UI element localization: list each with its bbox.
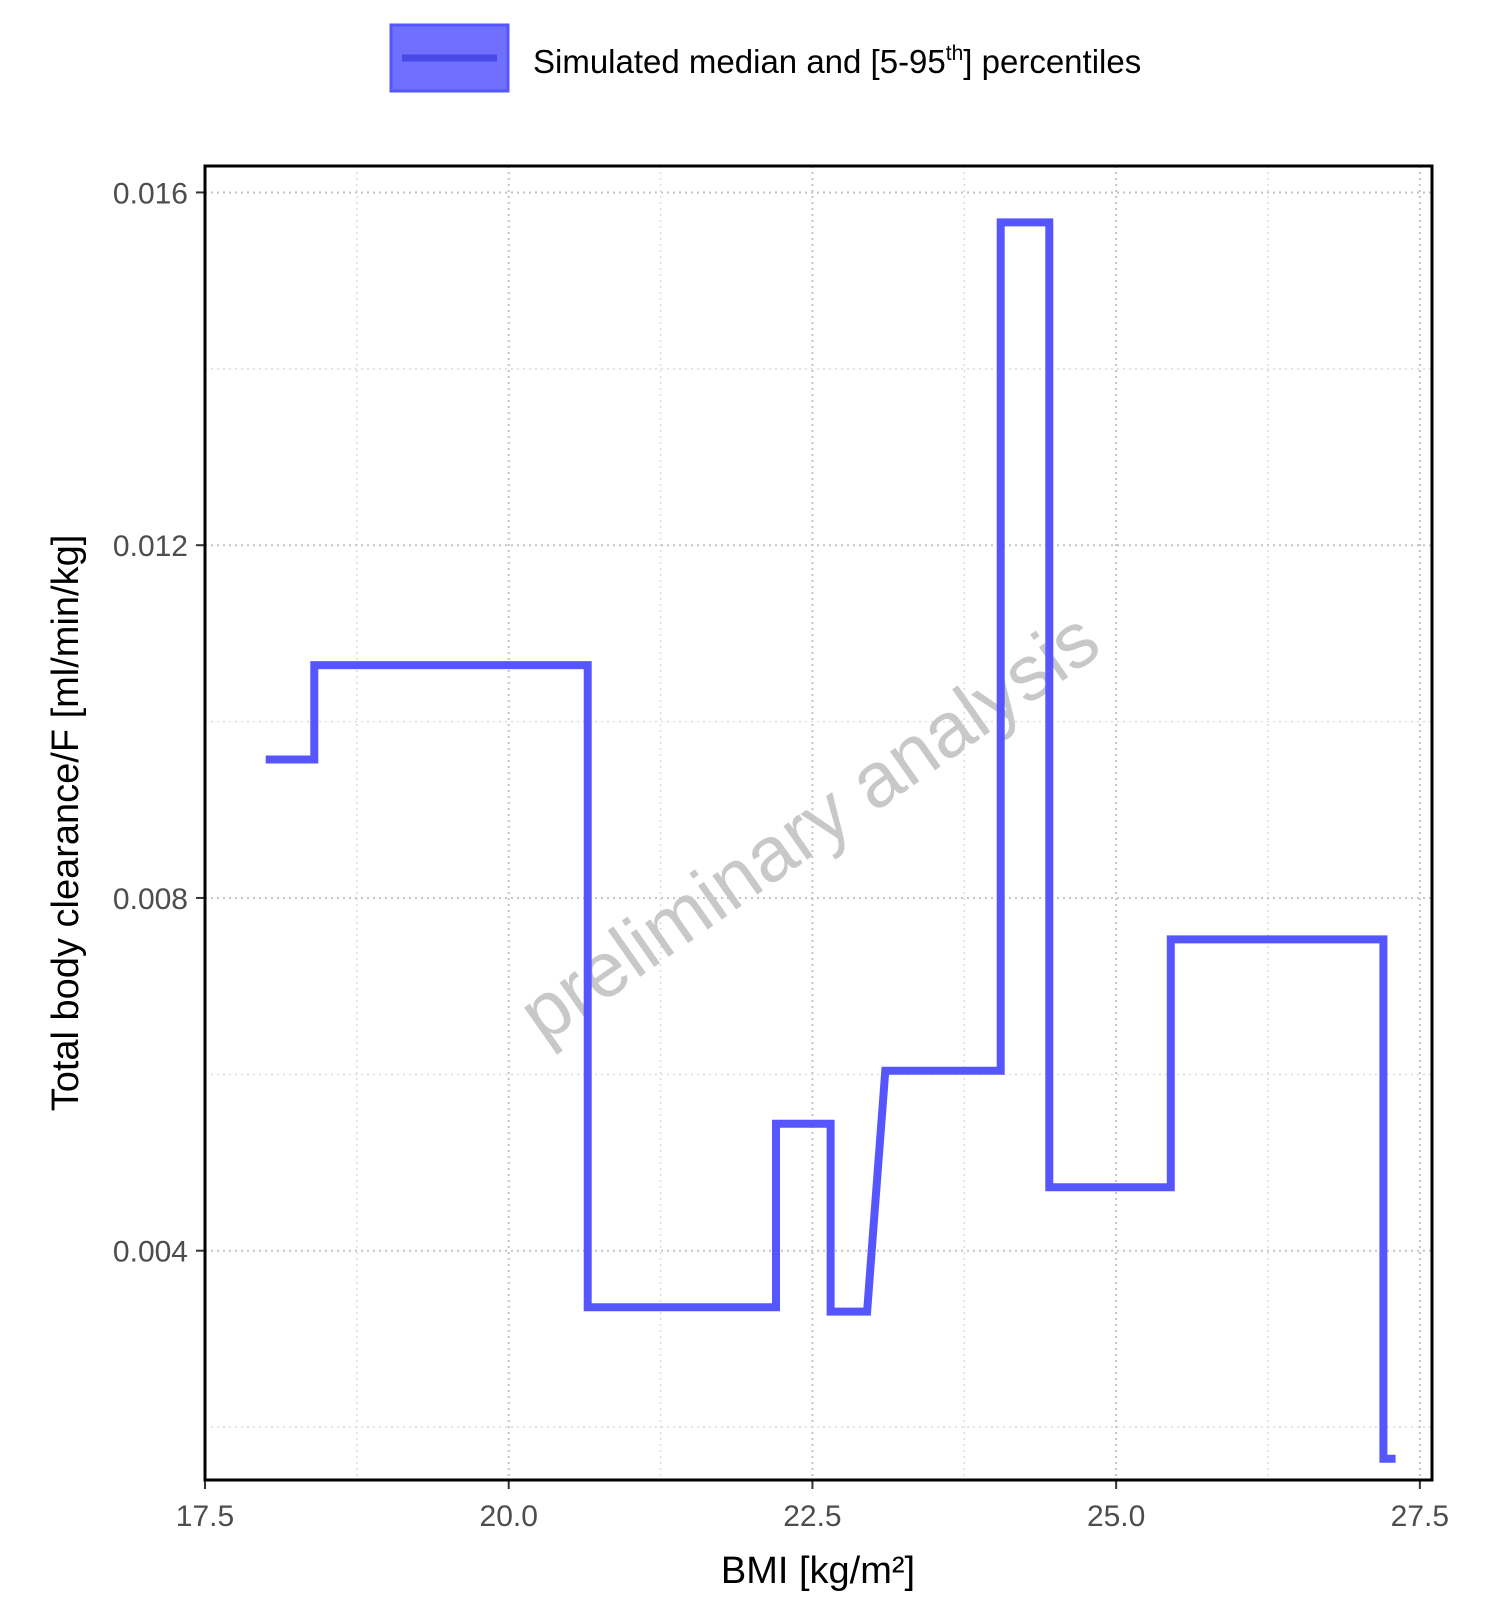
y-tick-label: 0.012 (113, 530, 188, 563)
y-tick-label: 0.008 (113, 883, 188, 916)
y-tick-label: 0.004 (113, 1236, 188, 1269)
x-tick-label: 27.5 (1391, 1500, 1449, 1533)
legend: Simulated median and [5-95th] percentile… (389, 23, 1141, 93)
x-tick-label: 17.5 (176, 1500, 234, 1533)
x-tick-label: 25.0 (1087, 1500, 1145, 1533)
grid (204, 166, 1432, 1480)
plot-panel-border (203, 164, 1434, 1482)
y-axis: 0.004 0.008 0.012 0.016 (113, 177, 205, 1269)
legend-label-tail: ] percentiles (963, 43, 1141, 80)
x-tick-label: 22.5 (783, 1500, 841, 1533)
y-axis-title: Total body clearance/F [ml/min/kg] (45, 535, 87, 1112)
series-line (265, 218, 1396, 1463)
x-axis-title: BMI [kg/m²] (721, 1550, 915, 1592)
legend-label-superscript: th (946, 42, 964, 65)
x-tick-label: 20.0 (480, 1500, 538, 1533)
watermark: preliminary analysis (503, 593, 1115, 1058)
legend-label: Simulated median and [5-95th] percentile… (533, 42, 1141, 80)
y-tick-label: 0.016 (113, 177, 188, 210)
legend-label-main: Simulated median and [5-95 (533, 43, 946, 80)
x-axis: 17.5 20.0 22.5 25.0 27.5 (176, 1480, 1449, 1533)
